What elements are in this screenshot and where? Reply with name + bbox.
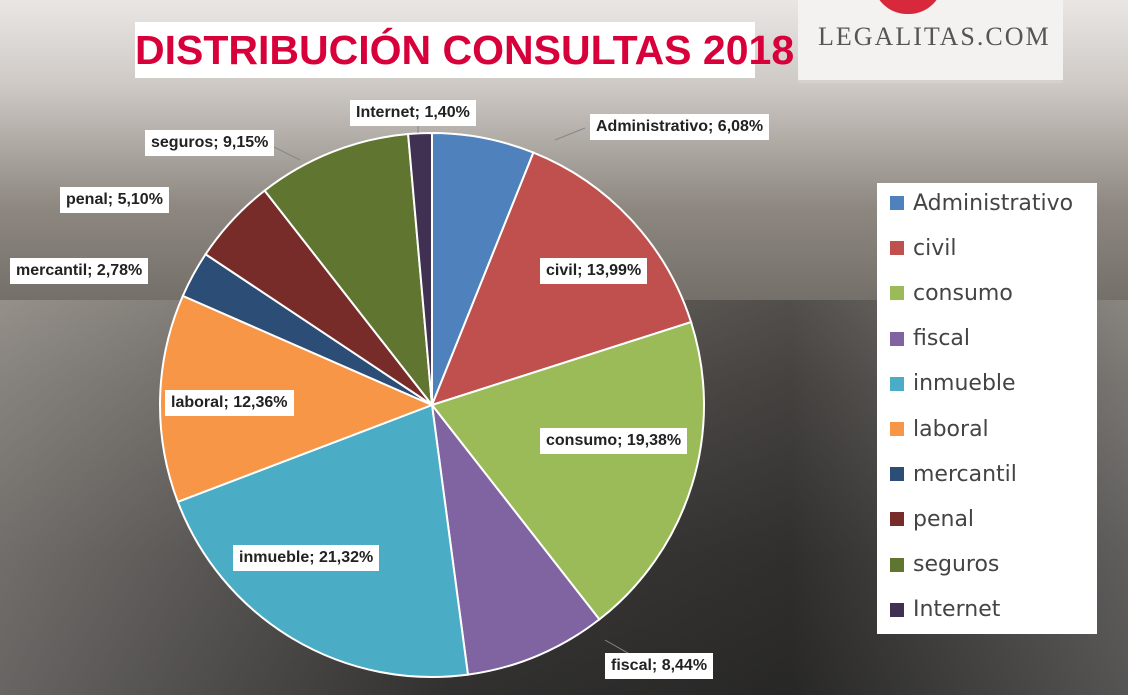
legend-swatch [890, 602, 904, 617]
legend-swatch [890, 196, 904, 210]
legend-item-administrativo: Administrativo [890, 188, 1073, 218]
legend-label: fiscal [913, 326, 971, 352]
data-label-internet: Internet; 1,40% [350, 100, 476, 126]
legend-item-laboral: laboral [890, 414, 989, 444]
legend-label: consumo [913, 280, 1013, 306]
legend-swatch [890, 557, 904, 572]
legend-item-fiscal: fiscal [890, 324, 970, 354]
legend-label: mercantil [913, 461, 1017, 487]
legend-label: laboral [913, 416, 989, 442]
brand-sign: LEGALITAS.COM [798, 0, 1063, 83]
legend-label: Internet [913, 597, 1001, 623]
legend-swatch [890, 241, 904, 256]
legend-swatch [890, 467, 904, 482]
legend-label: civil [913, 235, 957, 261]
legend-item-internet: Internet [890, 595, 1000, 625]
brand-sign-text: LEGALITAS.COM [818, 22, 1051, 51]
data-label-civil: civil; 13,99% [540, 258, 648, 284]
pie-slice-inmueble [176, 403, 470, 678]
legend-item-inmueble: inmueble [890, 369, 1016, 399]
data-label-laboral: laboral; 12,36% [165, 390, 294, 416]
pie-slice-fiscal [430, 401, 601, 676]
legend-item-mercantil: mercantil [890, 459, 1017, 489]
leader-line [271, 145, 301, 161]
legend-item-penal: penal [890, 504, 974, 534]
legend-item-consumo: consumo [890, 278, 1013, 308]
chart-title: DISTRIBUCIÓN CONSULTAS 2018 [135, 22, 794, 78]
pie-slice-laboral [159, 294, 435, 504]
pie-slice-consumo [430, 320, 705, 621]
data-label-mercantil: mercantil; 2,78% [10, 258, 149, 284]
data-label-fiscal: fiscal; 8,44% [605, 653, 714, 679]
chart-legend: Administrativo civil consumo fiscal inmueble… [877, 183, 1097, 634]
pie-slice-seguros [263, 132, 434, 409]
data-label-consumo: consumo; 19,38% [540, 428, 688, 454]
legend-label: seguros [913, 552, 1000, 578]
legend-label: Administrativo [913, 190, 1074, 216]
data-label-inmueble: inmueble; 21,32% [233, 545, 380, 571]
leader-line [554, 127, 586, 141]
legend-label: inmueble [913, 371, 1016, 397]
legend-item-civil: civil [890, 233, 956, 263]
legend-item-seguros: seguros [890, 550, 999, 580]
data-label-penal: penal; 5,10% [60, 187, 169, 213]
data-label-seguros: seguros; 9,15% [145, 130, 275, 156]
pie-slice-internet [407, 131, 433, 406]
legend-swatch [890, 512, 904, 527]
data-label-administrativo: Administrativo; 6,08% [590, 114, 770, 140]
legend-swatch [890, 286, 904, 301]
legend-label: penal [913, 506, 975, 532]
legend-swatch [890, 331, 904, 346]
legend-swatch [890, 422, 904, 436]
legend-swatch [890, 376, 904, 391]
